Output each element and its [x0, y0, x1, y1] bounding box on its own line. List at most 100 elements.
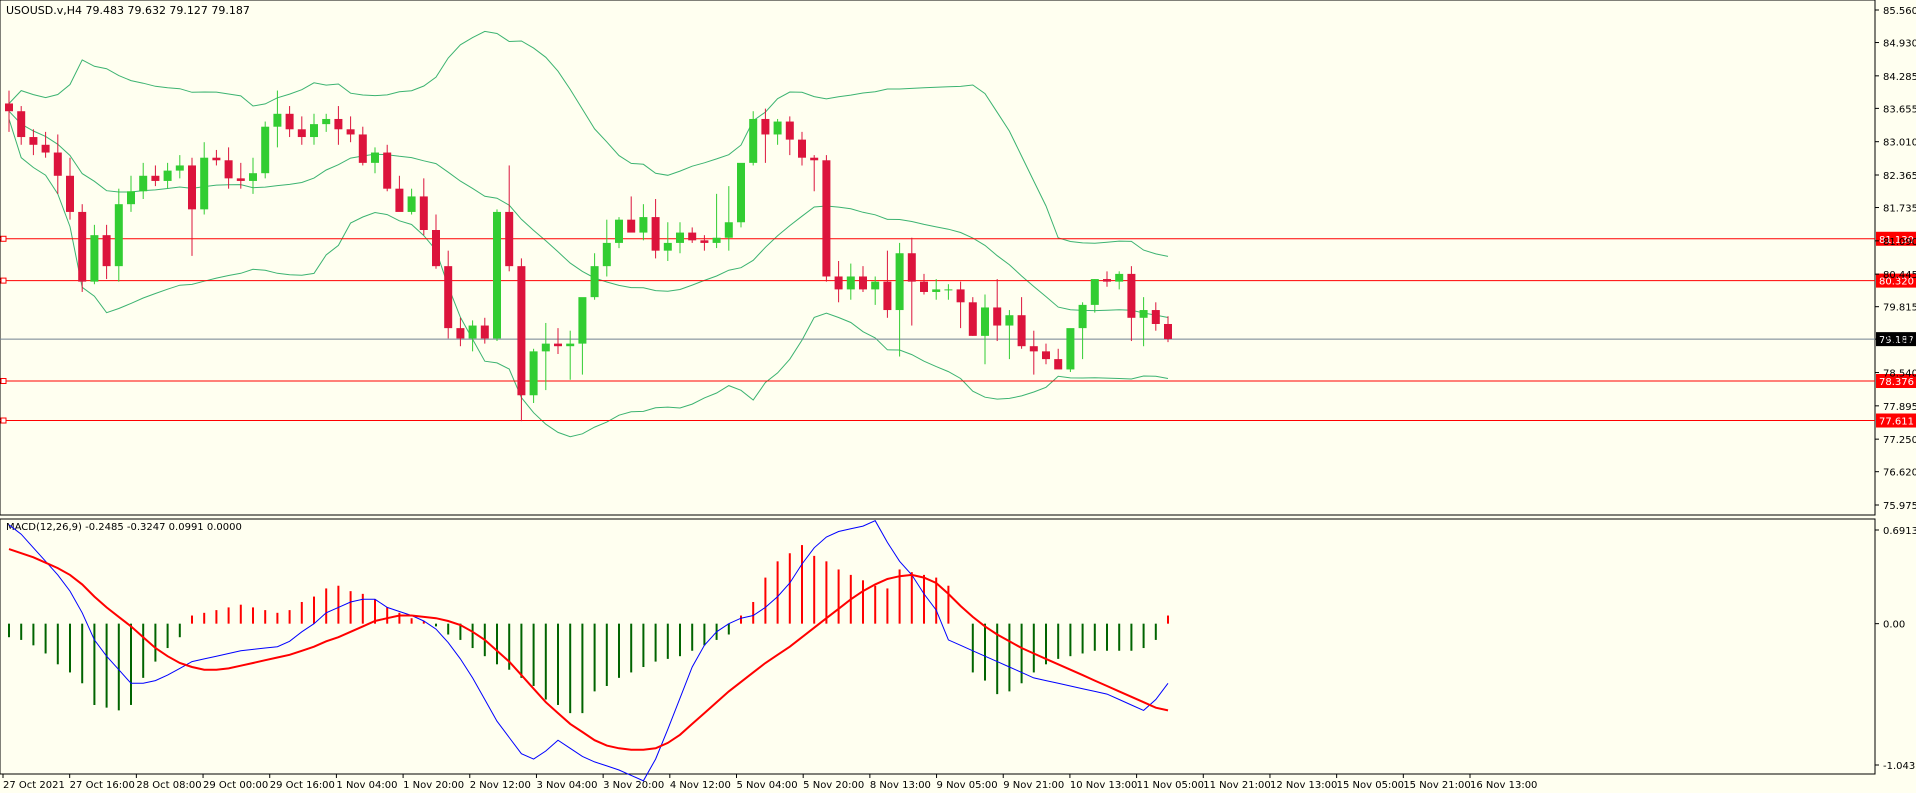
- candle-body: [249, 173, 257, 181]
- candle-body: [163, 170, 172, 181]
- time-tick-label: 15 Nov 05:00: [1337, 780, 1404, 791]
- candle-body: [834, 276, 843, 290]
- candle-body: [1127, 273, 1136, 318]
- candle-body: [895, 253, 904, 311]
- candle-body: [444, 266, 453, 329]
- candle-body: [505, 211, 514, 267]
- time-tick-label: 9 Nov 05:00: [937, 780, 998, 791]
- candle-body: [419, 196, 428, 230]
- candle-body: [1029, 346, 1038, 352]
- time-tick-label: 27 Oct 16:00: [70, 780, 135, 791]
- time-tick-label: 11 Nov 05:00: [1137, 780, 1204, 791]
- candle-body: [810, 157, 819, 161]
- candle-body: [175, 165, 184, 171]
- price-tick-label: 79.815: [1883, 303, 1916, 314]
- candle-body: [1017, 315, 1026, 347]
- candle-body: [53, 152, 62, 176]
- candle-body: [139, 175, 148, 192]
- time-tick-label: 11 Nov 21:00: [1203, 780, 1270, 791]
- candle-body: [1078, 304, 1087, 329]
- candle-body: [371, 152, 379, 163]
- candle-body: [212, 157, 221, 161]
- price-tick-label: 84.285: [1883, 72, 1916, 83]
- candle-body: [761, 118, 770, 135]
- candle-body: [358, 134, 367, 163]
- candle-body: [468, 325, 477, 339]
- candle-body: [785, 121, 794, 140]
- level-price-tag: [1876, 273, 1916, 288]
- candle-body: [1164, 323, 1172, 339]
- level-price-tag: [1876, 413, 1916, 428]
- level-price-label: 77.611: [1879, 417, 1914, 428]
- candle-body: [127, 191, 135, 205]
- level-price-label: 78.376: [1879, 377, 1914, 388]
- time-tick-label: 12 Nov 13:00: [1270, 780, 1337, 791]
- candle-body: [956, 289, 965, 303]
- candle-body: [29, 137, 38, 145]
- time-tick-label: 1 Nov 20:00: [403, 780, 464, 791]
- candle-body: [285, 113, 294, 130]
- candle-body: [1103, 279, 1111, 282]
- macd-lines: [8, 520, 1169, 782]
- candle-body: [602, 242, 611, 267]
- lower-band: [8, 118, 1169, 438]
- candle-body: [236, 178, 245, 181]
- time-tick-label: 9 Nov 21:00: [1003, 780, 1064, 791]
- time-tick-label: 28 Oct 08:00: [136, 780, 201, 791]
- candle-body: [456, 328, 465, 339]
- candle-body: [529, 351, 538, 396]
- candle-body: [566, 343, 575, 347]
- price-tick-label: 81.735: [1883, 204, 1916, 215]
- candlesticks: [5, 90, 1172, 422]
- candle-body: [871, 281, 880, 290]
- candle-body: [859, 276, 867, 290]
- price-tick-label: 76.620: [1883, 468, 1916, 479]
- time-tick-label: 15 Nov 21:00: [1403, 780, 1470, 791]
- candle-body: [981, 307, 989, 336]
- time-tick-label: 29 Oct 16:00: [270, 780, 335, 791]
- candle-body: [1151, 310, 1160, 324]
- candle-body: [541, 343, 550, 352]
- candle-body: [578, 297, 587, 344]
- candle-body: [993, 307, 1002, 326]
- candle-body: [224, 160, 233, 179]
- macd-tick-label: 0.6913: [1883, 526, 1916, 537]
- time-tick-label: 1 Nov 04:00: [336, 780, 397, 791]
- candle-body: [773, 121, 782, 135]
- candle-body: [407, 196, 416, 212]
- time-tick-label: 2 Nov 12:00: [470, 780, 531, 791]
- macd-info-text: MACD(12,26,9) -0.2485 -0.3247 0.0991 0.0…: [6, 522, 242, 533]
- time-tick-label: 10 Nov 13:00: [1070, 780, 1137, 791]
- candle-body: [334, 118, 343, 130]
- time-tick-label: 8 Nov 13:00: [870, 780, 931, 791]
- candle-body: [1066, 328, 1075, 370]
- level-anchor: [0, 417, 7, 424]
- level-price-label: 80.320: [1879, 277, 1914, 288]
- macd-histogram: [8, 545, 1169, 714]
- level-price-label: 81.130: [1879, 235, 1914, 246]
- symbol-info-text: USOUSD.v,H4 79.483 79.632 79.127 79.187: [6, 4, 250, 17]
- level-anchor: [0, 378, 7, 385]
- time-tick-label: 4 Nov 12:00: [670, 780, 731, 791]
- candle-body: [1090, 279, 1099, 305]
- candle-body: [41, 144, 50, 153]
- price-tick-label: 79.187: [1883, 335, 1916, 346]
- candle-body: [651, 217, 660, 251]
- price-tick-label: 82.365: [1883, 171, 1916, 182]
- price-tick-label: 83.655: [1883, 104, 1916, 115]
- time-tick-label: 5 Nov 20:00: [803, 780, 864, 791]
- candle-body: [615, 219, 623, 243]
- candle-body: [627, 219, 636, 233]
- macd-panel: MACD(12,26,9) -0.2485 -0.3247 0.0991 0.0…: [0, 518, 1916, 782]
- candle-body: [114, 204, 123, 267]
- candle-body: [273, 113, 282, 127]
- candle-body: [310, 124, 318, 138]
- candle-body: [712, 237, 721, 243]
- candle-body: [700, 240, 709, 243]
- candle-body: [17, 111, 26, 138]
- horizontal-levels[interactable]: 81.130 80.320 78.376 77.611 79.187: [0, 231, 1916, 428]
- time-tick-label: 3 Nov 04:00: [536, 780, 597, 791]
- candle-body: [517, 266, 526, 396]
